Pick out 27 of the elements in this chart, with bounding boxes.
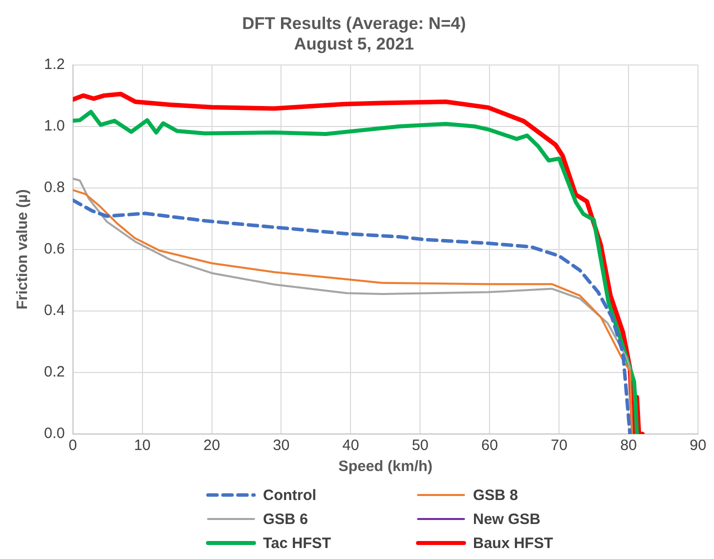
x-tick-label: 10 [134, 437, 151, 454]
legend-label: GSB 8 [473, 486, 518, 504]
y-tick-label: 0.4 [44, 302, 65, 320]
y-axis-title: Friction value (µ) [14, 189, 32, 310]
x-tick-label: 80 [620, 437, 637, 454]
legend-label: New GSB [473, 510, 541, 528]
y-tick-label: 1.2 [44, 56, 65, 73]
y-tick-label: 0.8 [44, 179, 65, 196]
y-tick-label: 1.0 [44, 117, 65, 134]
text: DFT Results (Average: N=4) [242, 14, 466, 33]
y-tick-label: 0.6 [44, 240, 65, 258]
x-tick-label: 20 [203, 437, 220, 454]
legend-label: Control [263, 486, 316, 504]
x-tick-label: 50 [412, 437, 428, 454]
y-tick-label: 0.2 [44, 364, 65, 381]
y-tick-label: 0.0 [44, 425, 65, 442]
x-axis-title: Speed (km/h) [338, 458, 433, 476]
x-tick-label: 70 [550, 437, 568, 454]
x-tick-label: 0 [68, 437, 78, 454]
legend-label: Baux HFST [473, 534, 554, 552]
legend-label: GSB 6 [263, 510, 308, 528]
legend-label: Tac HFST [263, 534, 332, 552]
x-tick-label: 40 [342, 437, 360, 454]
x-tick-label: 30 [272, 437, 290, 454]
x-tick-label: 90 [690, 437, 706, 454]
x-tick-label: 60 [481, 437, 498, 454]
text: August 5, 2021 [294, 34, 414, 54]
